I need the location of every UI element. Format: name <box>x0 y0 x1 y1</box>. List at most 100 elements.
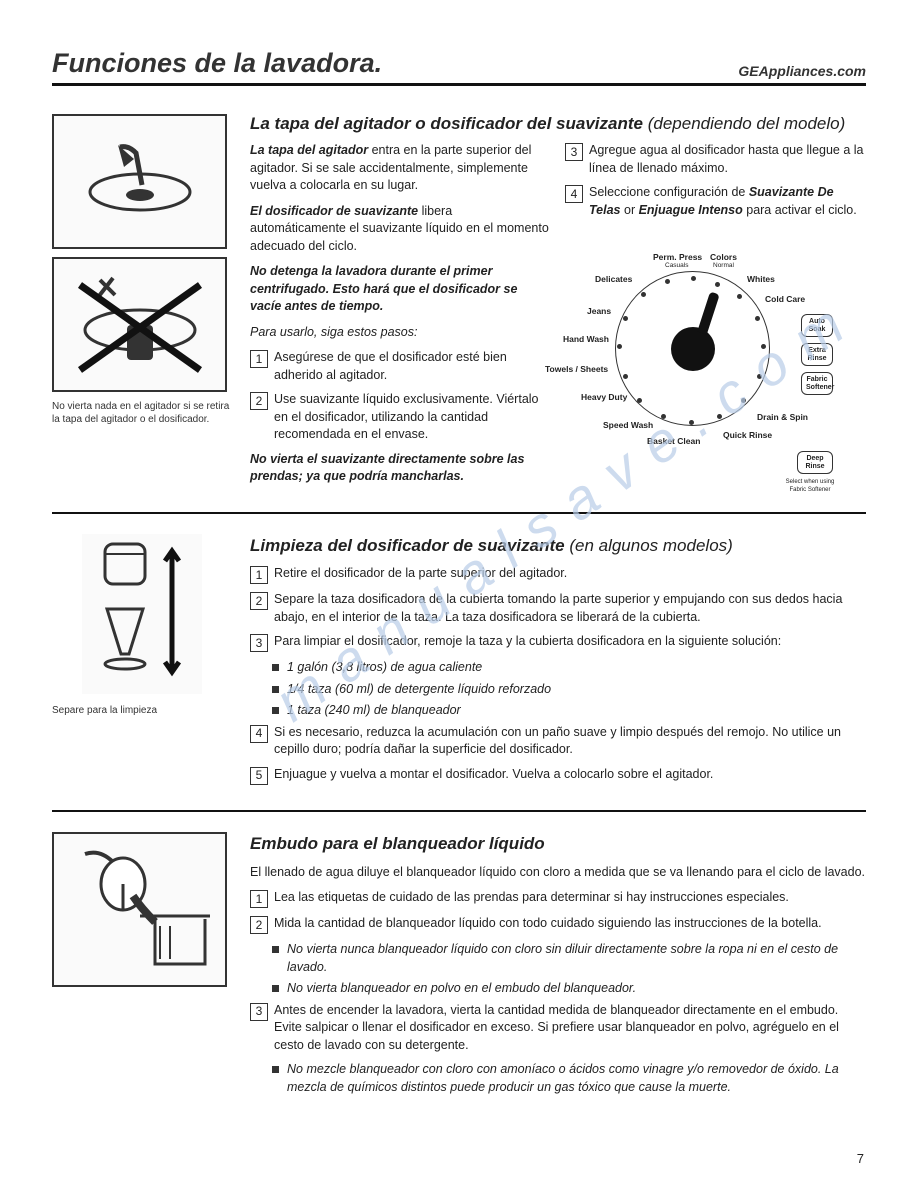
two-column-body: La tapa del agitador entra en la parte s… <box>250 142 866 494</box>
section1-title-text: La tapa del agitador o dosificador del s… <box>250 114 643 133</box>
dl-casuals: Casuals <box>665 261 688 270</box>
s2-num1: 1 <box>250 566 268 584</box>
s2-step2: 2 Separe la taza dosificadora de la cubie… <box>250 591 866 626</box>
s2-step5: 5Enjuague y vuelva a montar el dosificad… <box>250 766 866 785</box>
bullet-icon <box>272 1066 279 1073</box>
s2-num3: 3 <box>250 634 268 652</box>
p1a: La tapa del agitador <box>250 143 368 157</box>
s4c: or <box>621 203 639 217</box>
bullet-icon <box>272 664 279 671</box>
section-cleaning: Separe para la limpieza Limpieza del dos… <box>52 534 866 792</box>
section2-title: Limpieza del dosificador de suavizante (… <box>250 534 866 558</box>
s2-num2: 2 <box>250 592 268 610</box>
dl-towels: Towels / Sheets <box>545 364 608 376</box>
s2-t4: Si es necesario, reduzca la acumulación … <box>274 724 866 759</box>
btn-auto-soak: Auto Soak <box>801 314 833 337</box>
step-1: 1 Asegúrese de que el dosificador esté bi… <box>250 349 551 384</box>
cleaning-caption: Separe para la limpieza <box>52 704 232 717</box>
p5: No vierta el suavizante directamente sob… <box>250 451 551 486</box>
illustration-column: No vierta nada en el agitador si se reti… <box>52 114 232 494</box>
step2-text: Use suavizante líquido exclusivamente. V… <box>274 391 551 444</box>
num-2: 2 <box>250 392 268 410</box>
s4e: para activar el ciclo. <box>743 203 857 217</box>
p3: No detenga la lavadora durante el primer… <box>250 263 551 316</box>
bleach-illus-col <box>52 832 232 1100</box>
s3-num3: 3 <box>250 1003 268 1021</box>
cleaning-illus-col: Separe para la limpieza <box>52 534 232 792</box>
s3-b3t: No mezcle blanqueador con cloro con amon… <box>287 1061 866 1096</box>
s2-b3: 1 taza (240 ml) de blanqueador <box>272 702 866 720</box>
cleaning-illustration <box>82 534 202 694</box>
num-3: 3 <box>565 143 583 161</box>
s2-title-text: Limpieza del dosificador de suavizante <box>250 536 565 555</box>
bullet-icon <box>272 707 279 714</box>
s2-t3: Para limpiar el dosificador, remoje la t… <box>274 633 866 651</box>
s3-t2: Mida la cantidad de blanqueador líquido … <box>274 915 866 933</box>
dl-delicates: Delicates <box>595 274 632 286</box>
dl-whites: Whites <box>747 274 775 286</box>
s3-b3: No mezcle blanqueador con cloro con amon… <box>272 1061 866 1096</box>
page-header: Funciones de la lavadora. GEAppliances.c… <box>52 48 866 86</box>
section-agitator: No vierta nada en el agitador si se reti… <box>52 114 866 494</box>
deep-note: Select when using Fabric Softener <box>785 478 835 495</box>
s2-step3: 3 Para limpiar el dosificador, remoje la … <box>250 633 866 652</box>
divider-1 <box>52 512 866 514</box>
s3-t3: Antes de encender la lavadora, vierta la… <box>274 1002 866 1055</box>
s2-b3t: 1 taza (240 ml) de blanqueador <box>287 702 461 720</box>
step-4: 4 Seleccione configuración de Suavizante … <box>565 184 866 219</box>
s3-num1: 1 <box>250 890 268 908</box>
s2-t1: Retire el dosificador de la parte superi… <box>274 565 866 583</box>
bullet-icon <box>272 985 279 992</box>
s2-num4: 4 <box>250 725 268 743</box>
step-2: 2 Use suavizante líquido exclusivamente. … <box>250 391 551 444</box>
agitator-cross-illustration <box>52 257 227 392</box>
dl-coldcare: Cold Care <box>765 294 805 306</box>
dl-jeans: Jeans <box>587 306 611 318</box>
step3-text: Agregue agua al dosificador hasta que ll… <box>589 142 866 177</box>
s2-t5: Enjuague y vuelva a montar el dosificado… <box>274 766 866 784</box>
dl-basket: Basket Clean <box>647 436 700 448</box>
deep-label: Deep Rinse <box>805 455 824 470</box>
page-title: Funciones de la lavadora. <box>52 48 382 79</box>
step-3: 3 Agregue agua al dosificador hasta que l… <box>565 142 866 177</box>
s2-b1t: 1 galón (3,8 litros) de agua caliente <box>287 659 482 677</box>
dl-speed: Speed Wash <box>603 420 653 432</box>
s2-t2: Separe la taza dosificadora de la cubier… <box>274 591 866 626</box>
page-url: GEAppliances.com <box>738 63 866 79</box>
step4-text: Seleccione configuración de Suavizante D… <box>589 184 866 219</box>
illustration-caption: No vierta nada en el agitador si se reti… <box>52 400 232 426</box>
bleach-body: Embudo para el blanqueador líquido El ll… <box>250 832 866 1100</box>
dl-normal: Normal <box>713 261 734 270</box>
s2-step4: 4 Si es necesario, reduzca la acumulación… <box>250 724 866 759</box>
section1-body: La tapa del agitador o dosificador del s… <box>250 114 866 494</box>
s3-b2: No vierta blanqueador en polvo en el emb… <box>272 980 866 998</box>
dl-drain: Drain & Spin <box>757 412 808 424</box>
cleaning-body: Limpieza del dosificador de suavizante (… <box>250 534 866 792</box>
dl-quick: Quick Rinse <box>723 430 772 442</box>
section-bleach: Embudo para el blanqueador líquido El ll… <box>52 832 866 1100</box>
s4d: Enjuague Intenso <box>639 203 743 217</box>
num-4: 4 <box>565 185 583 203</box>
btn-fabric-softener: Fabric Softener <box>801 372 833 395</box>
s3-step3: 3 Antes de encender la lavadora, vierta l… <box>250 1002 866 1055</box>
s4a: Seleccione configuración de <box>589 185 749 199</box>
step1-text: Asegúrese de que el dosificador esté bie… <box>274 349 551 384</box>
s3-b1t: No vierta nunca blanqueador líquido con … <box>287 941 866 976</box>
dl-handwash: Hand Wash <box>563 334 609 346</box>
agitator-fill-illustration <box>52 114 227 249</box>
s2-b1: 1 galón (3,8 litros) de agua caliente <box>272 659 866 677</box>
s3-num2: 2 <box>250 916 268 934</box>
section1-title: La tapa del agitador o dosificador del s… <box>250 114 866 134</box>
num-1: 1 <box>250 350 268 368</box>
btn-extra-rinse: Extra Rinse <box>801 343 833 366</box>
dial-knob <box>671 327 715 371</box>
s3-b2t: No vierta blanqueador en polvo en el emb… <box>287 980 636 998</box>
s2-subtitle: (en algunos modelos) <box>569 536 732 555</box>
dl-heavy: Heavy Duty <box>581 392 627 404</box>
s3-step2: 2 Mida la cantidad de blanqueador líquido… <box>250 915 866 934</box>
col-right: 3 Agregue agua al dosificador hasta que l… <box>565 142 866 494</box>
s3-intro: El llenado de agua diluye el blanqueador… <box>250 864 866 882</box>
page-number: 7 <box>857 1151 864 1166</box>
s2-b2: 1/4 taza (60 ml) de detergente líquido r… <box>272 681 866 699</box>
s3-t1: Lea las etiquetas de cuidado de las pren… <box>274 889 866 907</box>
